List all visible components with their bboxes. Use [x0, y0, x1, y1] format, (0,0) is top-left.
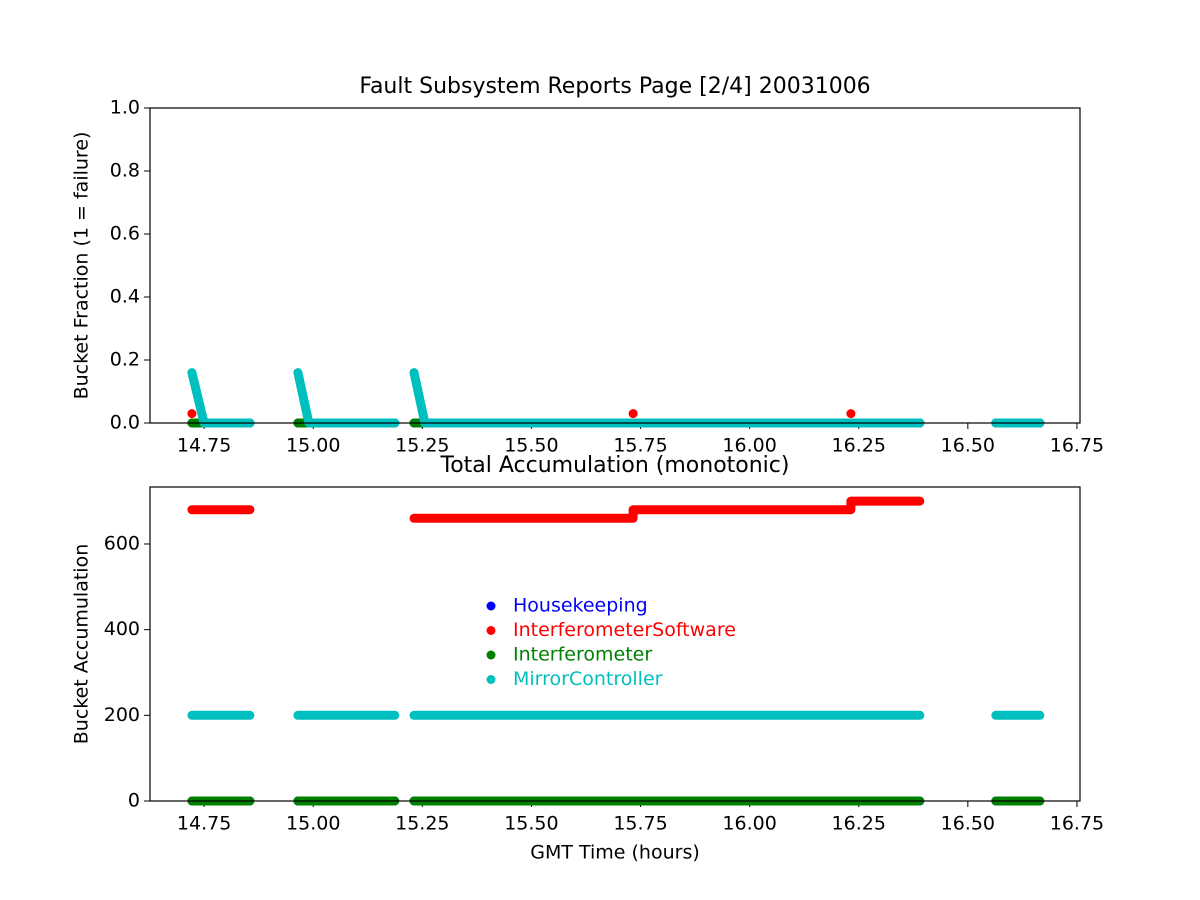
x-tick-label: 16.50 — [941, 813, 995, 835]
y-tick-label: 0.8 — [110, 160, 140, 182]
x-tick-label: 15.50 — [504, 813, 558, 835]
series-line — [187, 496, 925, 523]
legend-marker — [486, 601, 496, 611]
y-tick-label: 0.4 — [110, 286, 140, 308]
x-tick-label: 15.50 — [504, 435, 558, 457]
x-tick-label: 16.75 — [1050, 813, 1104, 835]
x-tick-label: 14.75 — [177, 813, 231, 835]
y-tick-label: 600 — [104, 532, 140, 554]
x-tick-label: 16.50 — [941, 435, 995, 457]
y-tick-label: 0.0 — [110, 412, 140, 434]
y-axis-label: Bucket Accumulation — [71, 544, 93, 745]
chart-title: Total Accumulation (monotonic) — [440, 453, 790, 478]
x-tick-label: 15.75 — [613, 435, 667, 457]
y-tick-label: 0 — [128, 790, 140, 812]
x-tick-label: 15.75 — [613, 813, 667, 835]
x-tick-label: 15.00 — [286, 435, 340, 457]
legend-marker — [486, 650, 496, 660]
x-tick-label: 16.25 — [832, 813, 886, 835]
y-tick-label: 400 — [104, 618, 140, 640]
x-tick-label: 16.25 — [832, 435, 886, 457]
legend-label: Housekeeping — [513, 595, 648, 617]
chart-title: Fault Subsystem Reports Page [2/4] 20031… — [359, 74, 870, 99]
x-tick-label: 16.75 — [1050, 435, 1104, 457]
y-tick-label: 0.2 — [110, 349, 140, 371]
y-axis-label: Bucket Fraction (1 = failure) — [71, 132, 93, 400]
x-tick-label: 15.25 — [395, 435, 449, 457]
x-tick-label: 14.75 — [177, 435, 231, 457]
legend-label: Interferometer — [513, 644, 652, 666]
y-tick-label: 1.0 — [110, 97, 140, 119]
x-tick-label: 16.00 — [722, 813, 776, 835]
x-tick-label: 15.25 — [395, 813, 449, 835]
y-tick-label: 0.6 — [110, 223, 140, 245]
axes-frame — [149, 107, 1081, 424]
legend-marker — [486, 675, 496, 684]
x-axis-label: GMT Time (hours) — [530, 842, 700, 864]
axes-frame — [149, 486, 1081, 802]
y-tick-label: 200 — [104, 704, 140, 726]
legend-marker — [486, 626, 496, 635]
legend-label: InterferometerSoftware — [513, 619, 736, 641]
x-tick-label: 16.00 — [722, 435, 776, 457]
legend-label: MirrorController — [513, 668, 663, 690]
x-tick-label: 15.00 — [286, 813, 340, 835]
